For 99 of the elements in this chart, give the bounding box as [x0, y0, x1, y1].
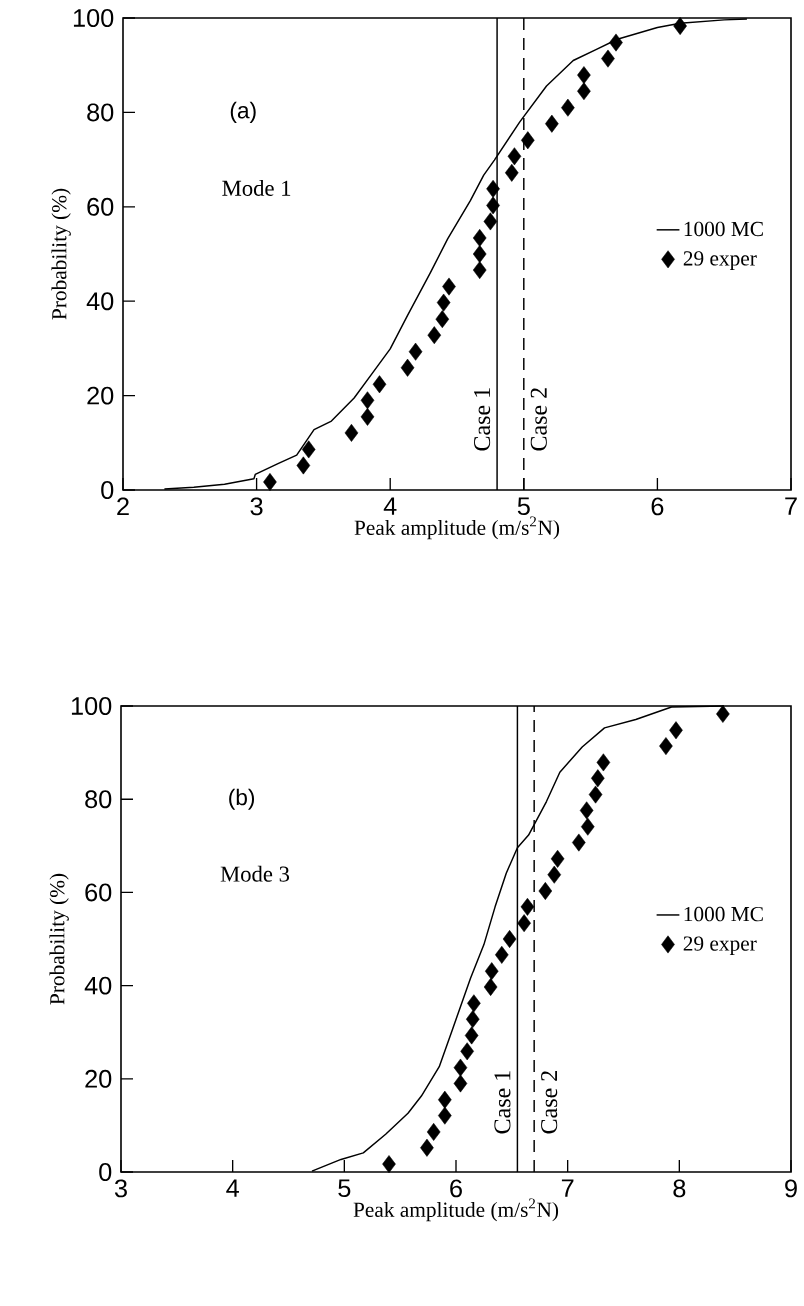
point: [372, 375, 387, 394]
x-tick-label: 3: [250, 497, 263, 516]
y-tick-label: 20: [87, 386, 114, 405]
point: [601, 49, 615, 68]
point: [382, 1155, 396, 1174]
y-tick-label: 80: [87, 103, 114, 122]
x-tick-label: 2: [117, 497, 129, 516]
x-tick-label: 8: [673, 1179, 686, 1198]
point: [577, 82, 591, 101]
point: [344, 423, 359, 442]
x-tick-label: 5: [517, 497, 530, 516]
point: [545, 114, 559, 133]
point: [436, 293, 451, 312]
point: [483, 978, 498, 996]
point: [579, 801, 594, 820]
x-tick-label: 6: [651, 497, 664, 516]
point: [263, 473, 277, 491]
y-tick-label: 0: [99, 1163, 112, 1181]
y-tick-label: 80: [85, 790, 112, 809]
annotation: Mode 1: [222, 179, 291, 196]
x-tick-label: 7: [561, 1179, 574, 1197]
point: [420, 1138, 434, 1157]
point: [669, 721, 683, 740]
annotation: (b): [229, 788, 255, 810]
y-axis-title: Probability (%): [51, 188, 71, 320]
point: [716, 705, 730, 723]
point: [577, 66, 591, 85]
legend-label: 1000 MC: [684, 221, 763, 237]
point: [486, 179, 500, 198]
point: [453, 1074, 468, 1093]
point: [520, 897, 535, 916]
point: [427, 326, 442, 345]
point: [472, 245, 487, 263]
y-tick-label: 40: [84, 976, 112, 995]
point: [464, 1026, 479, 1045]
ref-line-label: Case 2: [541, 1071, 558, 1134]
point: [521, 131, 535, 150]
point: [435, 310, 450, 329]
legend-label: 29 exper: [683, 251, 757, 270]
y-tick-label: 40: [86, 292, 114, 311]
point: [581, 817, 595, 836]
point: [472, 229, 487, 247]
x-axis-title: Peak amplitude (m/s$^{2}$N): [353, 1198, 559, 1222]
y-tick-label: 0: [101, 481, 114, 499]
annotation: (a): [230, 101, 256, 123]
point: [484, 962, 499, 981]
point: [495, 945, 509, 964]
x-tick-label: 7: [785, 497, 797, 515]
point: [460, 1042, 474, 1061]
ref-line-label: Case 1: [494, 1071, 511, 1134]
point: [502, 930, 517, 948]
point: [591, 769, 605, 788]
point: [301, 440, 316, 459]
point: [472, 261, 487, 279]
x-tick-label: 3: [114, 1179, 127, 1198]
point: [408, 342, 423, 361]
point: [360, 407, 375, 426]
point: [505, 163, 519, 182]
x-tick-label: 4: [226, 1179, 239, 1197]
point: [483, 212, 498, 231]
x-tick-label: 4: [383, 497, 397, 515]
point: [465, 1010, 480, 1029]
point: [438, 1090, 452, 1109]
point: [467, 994, 481, 1013]
point: [438, 1106, 452, 1125]
point: [486, 196, 500, 215]
point: [360, 391, 375, 410]
legend-label: 1000 MC: [684, 906, 763, 922]
point: [609, 33, 623, 52]
x-tick-label: 6: [450, 1179, 462, 1198]
point: [296, 456, 311, 475]
y-tick-label: 100: [73, 9, 114, 27]
point: [673, 17, 687, 35]
y-axis-title: Probability (%): [49, 873, 69, 1005]
ref-line-label: Case 2: [530, 388, 547, 451]
point: [442, 277, 456, 296]
point: [588, 785, 603, 804]
point: [517, 914, 531, 933]
y-tick-label: 60: [87, 197, 114, 216]
point: [400, 358, 415, 377]
point: [538, 882, 553, 900]
point: [596, 753, 611, 772]
point: [550, 849, 565, 868]
point: [426, 1123, 441, 1141]
point: [561, 98, 575, 117]
point: [507, 147, 522, 166]
point: [453, 1058, 468, 1077]
point: [572, 833, 586, 852]
point: [547, 865, 562, 884]
x-tick-label: 9: [785, 1179, 797, 1198]
y-tick-label: 60: [85, 883, 112, 902]
legend-label: 29 exper: [683, 936, 757, 956]
annotation: Mode 3: [220, 865, 290, 882]
ref-line-label: Case 1: [474, 388, 491, 451]
point: [659, 737, 673, 756]
y-tick-label: 100: [71, 697, 112, 715]
x-axis-title: Peak amplitude (m/s$^{2}$N): [354, 516, 560, 540]
y-tick-label: 20: [85, 1069, 112, 1088]
x-tick-label: 5: [338, 1179, 351, 1198]
